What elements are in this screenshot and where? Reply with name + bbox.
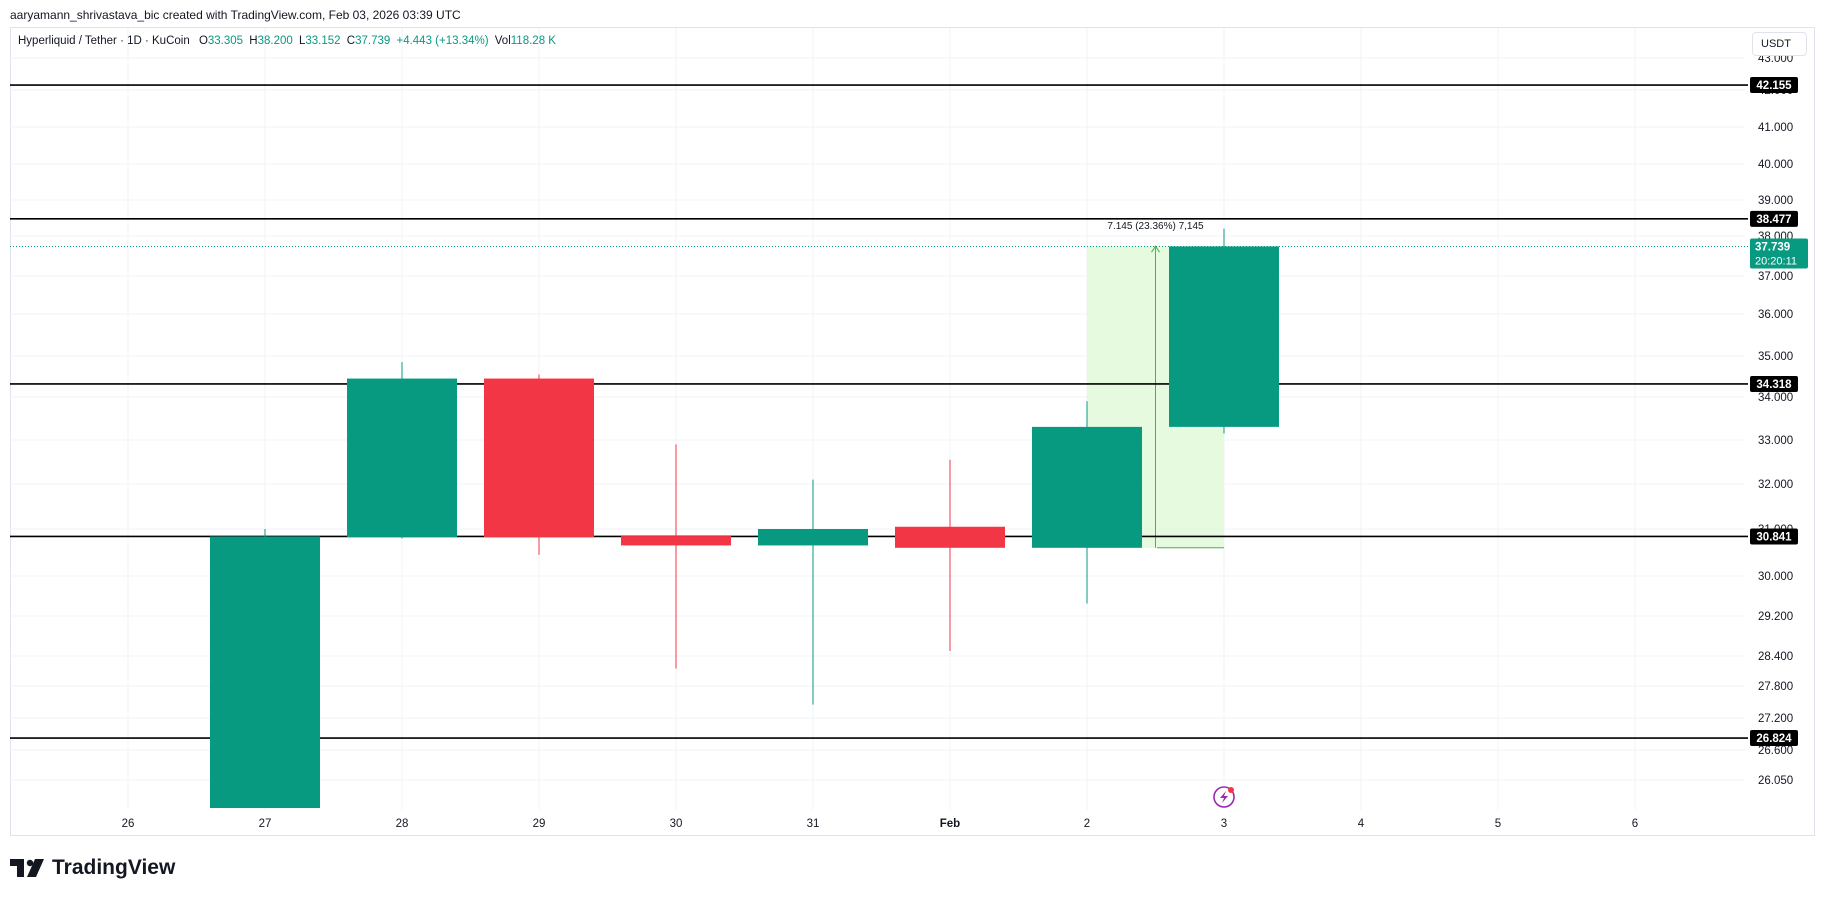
price-tick-label: 36.000	[1758, 309, 1793, 321]
low-value: 33.152	[305, 35, 341, 47]
open-value: 33.305	[207, 35, 244, 47]
level-price-badge	[1750, 730, 1798, 747]
attribution-text: aaryamann_shrivastava_bic created with T…	[10, 8, 461, 22]
candles	[210, 228, 1279, 808]
price-tick-label: 35.000	[1758, 351, 1793, 363]
currency-button[interactable]: USDT	[1752, 32, 1807, 56]
candle-body	[1032, 426, 1142, 548]
price-tick-label: 32.000	[1758, 479, 1793, 491]
time-tick-label: 31	[807, 818, 820, 830]
symbol-legend: Hyperliquid / Tether · 1D · KuCoin O33.3…	[18, 35, 556, 47]
volume-value: 118.28 K	[510, 35, 556, 47]
candle-body	[210, 536, 320, 808]
countdown-text: 20:20:11	[1755, 255, 1797, 267]
price-tick-label: 28.400	[1758, 651, 1793, 663]
price-axis: 43.00042.00041.00040.00039.00038.00037.0…	[1758, 53, 1793, 787]
price-tick-label: 39.000	[1758, 195, 1793, 207]
price-tick-label: 27.800	[1758, 681, 1793, 693]
time-tick-label: 3	[1221, 818, 1227, 830]
level-price-badge-text: 34.318	[1756, 379, 1792, 391]
time-tick-label: 30	[670, 818, 683, 830]
level-price-badge	[1750, 210, 1798, 227]
price-tick-label: 34.000	[1758, 392, 1793, 404]
level-price-badge-text: 38.477	[1756, 214, 1791, 226]
time-tick-label: 4	[1358, 818, 1365, 830]
level-price-badge	[1750, 528, 1798, 545]
time-tick-label: 29	[533, 818, 546, 830]
high-value: 38.200	[257, 35, 293, 47]
time-tick-label: 2	[1084, 818, 1090, 830]
brand-name: TradingView	[52, 856, 176, 879]
level-price-badge-text: 30.841	[1756, 531, 1792, 543]
time-tick-label: Feb	[940, 818, 960, 830]
candle-body	[758, 529, 868, 546]
last-price-badge-text: 37.739	[1755, 241, 1790, 253]
price-tick-label: 30.000	[1758, 571, 1793, 583]
symbol-name[interactable]: Hyperliquid / Tether · 1D · KuCoin	[18, 35, 190, 47]
time-tick-label: 5	[1495, 818, 1501, 830]
last-price-badge	[1750, 238, 1808, 269]
level-price-badge-text: 42.155	[1756, 80, 1792, 92]
level-price-badge	[1750, 375, 1798, 392]
time-tick-label: 6	[1632, 818, 1638, 830]
change-value: +4.443 (+13.34%)	[396, 35, 489, 47]
candle-body	[1169, 246, 1279, 427]
price-tick-label: 27.200	[1758, 713, 1793, 725]
open-label: O	[198, 35, 208, 47]
candle-body	[484, 378, 594, 537]
price-tick-label: 26.600	[1758, 745, 1793, 757]
price-tick-label: 41.000	[1758, 122, 1793, 134]
measure-label: 7.145 (23.36%) 7,145	[1107, 221, 1204, 232]
price-tick-label: 33.000	[1758, 435, 1793, 447]
level-price-badge-text: 26.824	[1756, 733, 1792, 745]
price-tick-label: 29.200	[1758, 611, 1793, 623]
price-tick-label: 43.000	[1758, 53, 1793, 65]
tradingview-logo[interactable]: TradingView	[10, 856, 175, 880]
close-value: 37.739	[355, 35, 391, 47]
chart-grid	[10, 28, 1745, 810]
chart-frame	[10, 27, 1815, 836]
time-tick-label: 27	[259, 818, 272, 830]
tradingview-logo-icon	[10, 859, 44, 877]
high-label: H	[249, 35, 258, 47]
candle-body	[621, 536, 731, 546]
level-price-badge	[1750, 77, 1798, 94]
price-badges: 42.155 38.477 34.318 30.841 26.824 37.739 20:2…	[1750, 77, 1808, 747]
low-label: L	[298, 35, 306, 47]
candle-body	[347, 378, 457, 537]
price-tick-label: 37.000	[1758, 271, 1793, 283]
volume-label: Vol	[494, 35, 511, 47]
candle-body	[895, 526, 1005, 548]
time-tick-label: 28	[396, 818, 409, 830]
time-axis: 26 27 28 29 30 31 Feb 2 3 4 5 6	[122, 818, 1639, 830]
lightning-icon[interactable]	[1213, 786, 1235, 808]
time-tick-label: 26	[122, 818, 135, 830]
price-tick-label: 40.000	[1758, 159, 1793, 171]
close-label: C	[346, 35, 356, 47]
measure-arrow-head	[1151, 245, 1160, 253]
price-tick-label: 26.050	[1758, 775, 1793, 787]
